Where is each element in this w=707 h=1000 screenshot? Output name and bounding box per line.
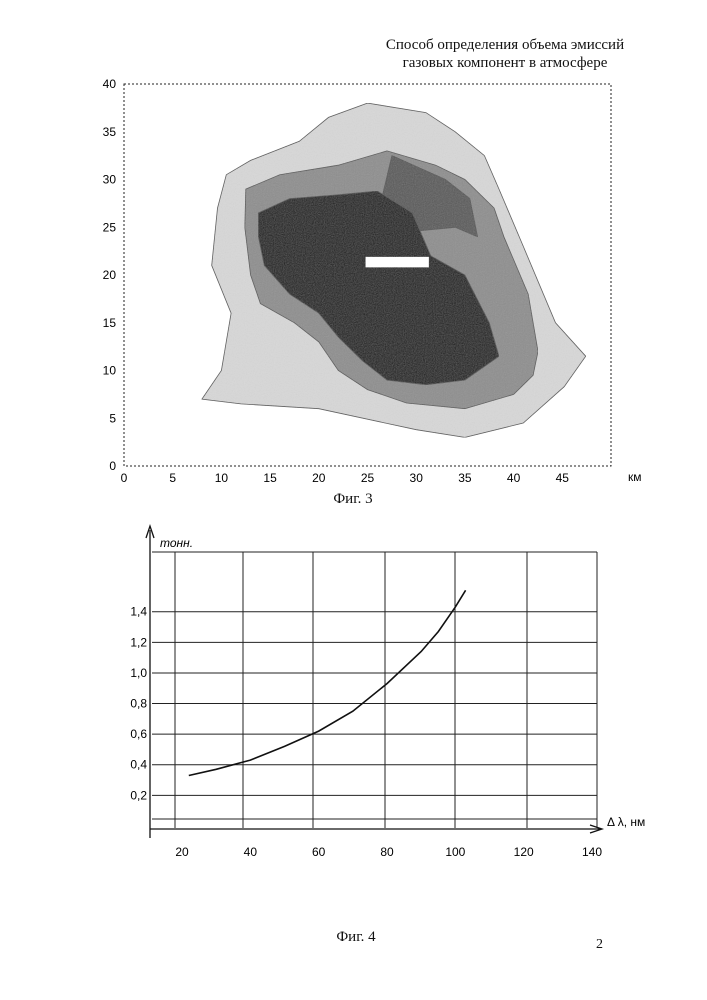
y-tick-label: 0,2 — [130, 788, 147, 802]
x-tick-label: 120 — [514, 845, 534, 859]
series-line — [189, 590, 466, 775]
x-axis-ticks: 20 40 60 80 100 120 140 — [175, 845, 602, 859]
x-tick-label: 20 — [175, 845, 189, 859]
x-tick-label: 40 — [244, 845, 258, 859]
axes-layer — [146, 526, 602, 838]
y-axis-unit: тонн. — [160, 536, 193, 550]
x-tick-label: 100 — [445, 845, 465, 859]
x-axis-label: Δ λ, нм — [607, 815, 645, 829]
page-number: 2 — [596, 937, 603, 953]
y-tick-label: 0,6 — [130, 727, 147, 741]
y-tick-label: 0,4 — [130, 758, 147, 772]
x-tick-label: 60 — [312, 845, 326, 859]
x-tick-label: 80 — [380, 845, 394, 859]
grid-layer — [152, 552, 597, 828]
y-tick-label: 1,4 — [130, 605, 147, 619]
y-tick-label: 0,8 — [130, 697, 147, 711]
y-axis-ticks: 0,2 0,4 0,6 0,8 1,0 1,2 1,4 — [130, 605, 147, 803]
y-tick-label: 1,0 — [130, 666, 147, 680]
y-tick-label: 1,2 — [130, 635, 147, 649]
figure-4-caption: Фиг. 4 — [296, 929, 416, 946]
x-tick-label: 140 — [582, 845, 602, 859]
